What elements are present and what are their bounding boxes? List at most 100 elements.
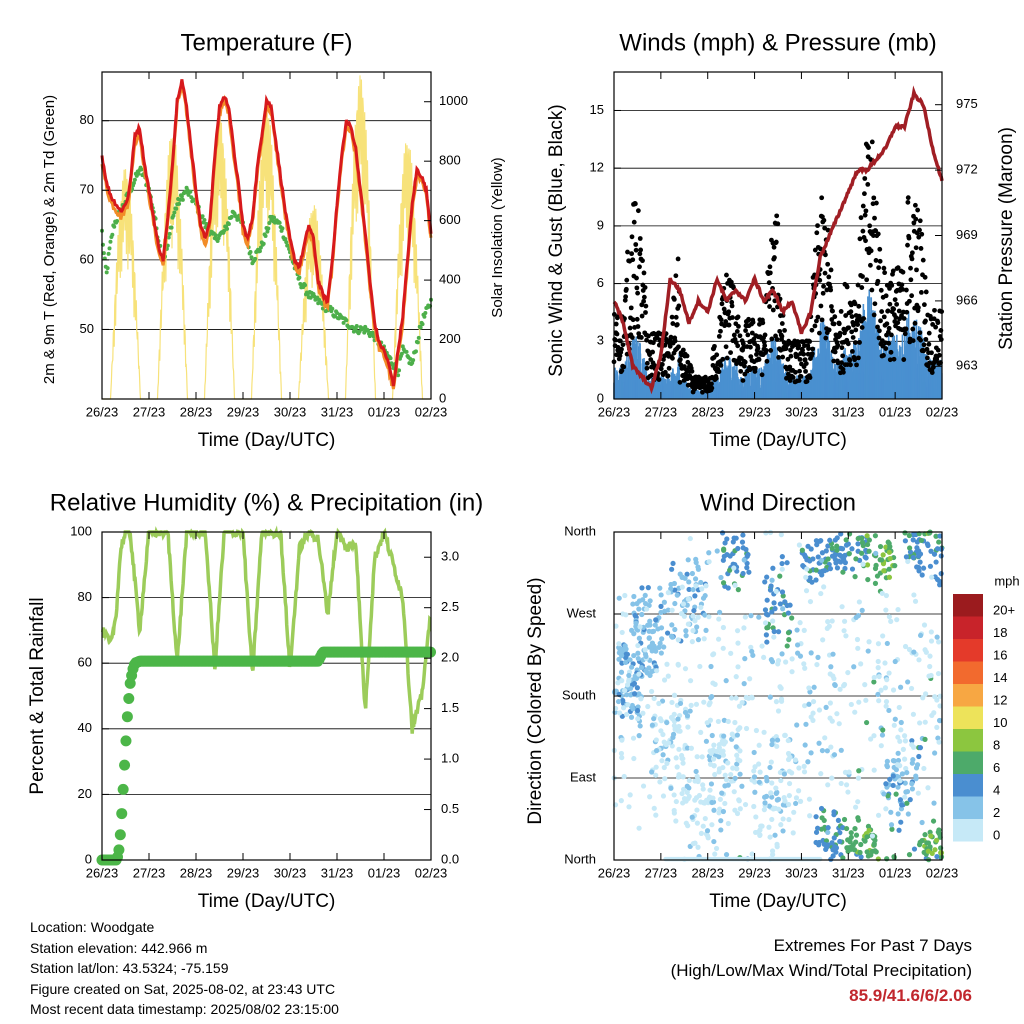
x-tick-label: 26/23 [86,404,119,419]
direction-point [805,543,811,549]
direction-point [686,777,692,784]
direction-point [666,740,672,746]
gust-point [756,357,762,362]
dewpoint-point [131,180,136,185]
direction-point [673,818,679,824]
precip-point [121,711,133,723]
direction-point [671,692,678,698]
gust-point [754,352,759,357]
gust-point [832,349,838,355]
direction-point [674,764,680,770]
gust-point [770,307,776,313]
direction-point [693,701,700,707]
direction-point [709,799,715,806]
direction-point [819,572,825,578]
gust-point [642,285,648,290]
direction-point [728,650,734,656]
gust-point [863,208,869,214]
direction-point [783,659,789,665]
panel-title: Winds (mph) & Pressure (mb) [619,29,936,56]
direction-point [618,750,625,757]
gust-point [776,355,781,360]
gust-point [905,242,910,248]
gust-point [672,338,678,344]
gust-point [817,330,822,336]
gust-point [729,299,735,305]
gust-point [931,316,937,322]
direction-point [680,601,687,607]
direction-point [768,759,774,765]
direction-point [734,732,740,738]
direction-point [882,685,889,691]
extremes-values: 85.9/41.6/6/2.06 [849,986,972,1005]
direction-point [858,661,864,667]
dewpoint-point [280,226,285,231]
gust-point [823,335,829,341]
gust-point [923,289,929,295]
direction-point [767,764,773,771]
direction-point [785,750,792,757]
gust-point [922,274,928,280]
gust-point [819,195,825,201]
direction-point [927,563,934,569]
gust-point [803,361,809,366]
direction-point [876,698,882,704]
direction-point [884,640,890,647]
direction-point [895,734,901,740]
direction-point [749,851,755,857]
direction-point [764,625,770,631]
colorbar-label: 10 [993,715,1007,730]
direction-point [921,622,928,628]
direction-point [622,654,629,660]
direction-point [655,626,661,632]
direction-point [777,769,784,776]
direction-point [933,837,940,843]
gust-point [633,242,639,247]
direction-point [737,806,743,812]
direction-point [729,731,735,737]
gust-point [620,342,626,348]
gust-point [802,357,808,363]
y-tick-label: East [570,769,596,784]
direction-point [642,600,649,607]
gust-point [890,268,896,274]
direction-point [931,551,938,557]
direction-point [647,598,653,604]
direction-point [911,592,917,598]
y-tick-label: 15 [590,102,604,117]
y-tick-label: 80 [80,112,94,127]
direction-point [929,574,935,580]
direction-point [875,641,882,647]
gust-point [868,262,873,268]
y-tick-label: 9 [597,217,604,232]
direction-point [640,783,647,789]
direction-point [838,747,844,753]
y-tick-label: 100 [70,523,92,538]
gust-point [772,255,777,260]
direction-point [761,807,767,813]
gust-point [634,316,640,322]
gust-point [848,309,854,315]
direction-point [649,648,655,654]
dewpoint-point [179,194,184,199]
direction-point [723,777,730,783]
direction-point [638,664,645,671]
direction-point [895,757,902,764]
direction-point [915,553,922,559]
direction-point [829,618,835,624]
y2-tick-label: 2.0 [441,650,459,665]
direction-point [841,618,848,624]
direction-point [817,856,823,862]
direction-point [692,618,698,624]
gust-point [735,314,741,320]
gust-point [828,267,834,273]
direction-point [905,679,911,685]
direction-point [864,849,870,855]
direction-point [694,754,700,760]
gust-point [634,275,639,281]
direction-point [872,565,879,572]
direction-point [910,537,916,543]
gust-point [839,360,844,366]
direction-point [770,806,777,812]
direction-point [733,535,739,541]
